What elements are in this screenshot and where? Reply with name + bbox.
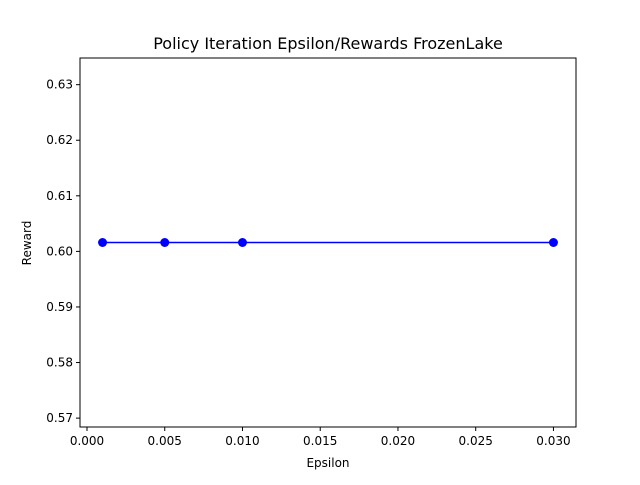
y-tick-label: 0.61 [46, 189, 73, 203]
x-tick-label: 0.010 [225, 434, 259, 448]
x-tick-label: 0.025 [459, 434, 493, 448]
y-tick-label: 0.63 [46, 78, 73, 92]
y-tick-label: 0.59 [46, 300, 73, 314]
x-axis: 0.000 0.005 0.010 0.015 0.020 0.025 0.030 [70, 427, 571, 448]
y-tick-label: 0.62 [46, 133, 73, 147]
data-point [237, 238, 247, 247]
series-layer [98, 238, 558, 247]
data-point [160, 238, 170, 247]
y-axis: 0.57 0.58 0.59 0.60 0.61 0.62 0.63 [46, 78, 80, 425]
y-tick-label: 0.58 [46, 356, 73, 370]
y-tick-label: 0.60 [46, 244, 73, 258]
x-tick-label: 0.015 [303, 434, 337, 448]
x-tick-label: 0.005 [148, 434, 182, 448]
x-tick-label: 0.030 [536, 434, 570, 448]
y-tick-label: 0.57 [46, 411, 73, 425]
data-point [98, 238, 108, 247]
data-point [548, 238, 558, 247]
chart-title: Policy Iteration Epsilon/Rewards FrozenL… [153, 34, 503, 53]
x-axis-label: Epsilon [306, 456, 349, 470]
plot-area [79, 57, 577, 428]
y-axis-label: Reward [20, 221, 34, 266]
x-tick-label: 0.020 [381, 434, 415, 448]
x-tick-label: 0.000 [70, 434, 104, 448]
